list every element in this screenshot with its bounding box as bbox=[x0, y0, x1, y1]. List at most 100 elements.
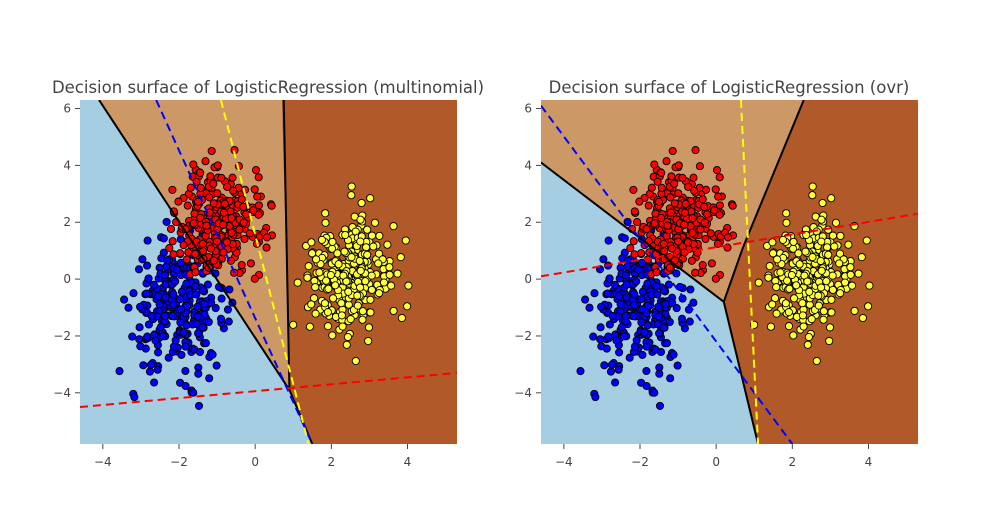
point-yellow bbox=[844, 240, 853, 249]
point-blue bbox=[640, 328, 649, 337]
point-yellow bbox=[331, 281, 340, 290]
point-yellow bbox=[865, 281, 874, 290]
point-yellow bbox=[835, 259, 844, 268]
point-red bbox=[262, 243, 271, 252]
point-red bbox=[701, 234, 710, 244]
point-yellow bbox=[790, 294, 799, 303]
point-blue bbox=[161, 293, 170, 302]
point-red bbox=[635, 197, 644, 206]
point-red bbox=[246, 259, 255, 268]
y-tick-label: 4 bbox=[524, 158, 532, 172]
point-red bbox=[213, 161, 222, 170]
point-blue bbox=[620, 332, 629, 341]
point-red bbox=[189, 219, 198, 228]
point-yellow bbox=[321, 218, 330, 227]
decision-boundary bbox=[282, 100, 291, 391]
point-blue bbox=[589, 332, 598, 341]
point-yellow bbox=[798, 311, 807, 320]
point-blue bbox=[591, 393, 600, 402]
decision-boundary bbox=[722, 247, 744, 303]
point-yellow bbox=[785, 284, 794, 293]
point-red bbox=[681, 199, 690, 208]
point-yellow bbox=[817, 215, 826, 224]
x-tick-label: −2 bbox=[170, 455, 188, 469]
point-blue bbox=[159, 234, 168, 243]
point-yellow bbox=[814, 301, 823, 310]
point-red bbox=[633, 218, 642, 227]
point-blue bbox=[650, 388, 659, 397]
point-yellow bbox=[364, 336, 373, 346]
point-blue bbox=[154, 348, 163, 357]
x-tick-label: −4 bbox=[94, 455, 112, 469]
point-yellow bbox=[311, 283, 320, 292]
point-red bbox=[262, 233, 272, 242]
point-red bbox=[698, 195, 707, 204]
point-red bbox=[182, 255, 191, 264]
point-blue bbox=[614, 292, 624, 301]
point-yellow bbox=[344, 287, 353, 296]
point-blue bbox=[151, 336, 160, 345]
point-yellow bbox=[304, 262, 313, 271]
plot-area bbox=[80, 100, 457, 444]
point-blue bbox=[659, 323, 668, 332]
point-blue bbox=[216, 314, 226, 323]
point-blue bbox=[597, 302, 606, 311]
point-yellow bbox=[385, 270, 394, 279]
point-red bbox=[250, 185, 259, 194]
y-tick-label: 2 bbox=[524, 215, 532, 229]
point-blue bbox=[201, 339, 210, 348]
point-yellow bbox=[317, 235, 327, 244]
point-yellow bbox=[827, 194, 836, 203]
point-red bbox=[670, 179, 679, 188]
point-red bbox=[674, 161, 683, 170]
point-red bbox=[267, 201, 276, 210]
point-yellow bbox=[323, 308, 332, 317]
point-red bbox=[668, 146, 677, 156]
x-tick-label: 4 bbox=[404, 455, 412, 469]
point-red bbox=[700, 218, 709, 227]
decision-boundary bbox=[741, 100, 805, 249]
x-tick-label: 2 bbox=[328, 455, 336, 469]
point-red bbox=[209, 256, 218, 265]
point-blue bbox=[677, 314, 687, 323]
point-yellow bbox=[375, 289, 384, 298]
point-yellow bbox=[804, 332, 813, 342]
point-red bbox=[217, 173, 226, 182]
point-yellow bbox=[311, 309, 320, 318]
point-blue bbox=[673, 361, 682, 370]
point-blue bbox=[182, 279, 191, 288]
point-red bbox=[168, 185, 177, 194]
point-yellow bbox=[831, 218, 841, 227]
point-red bbox=[168, 237, 177, 246]
point-red bbox=[240, 234, 249, 244]
point-red bbox=[644, 201, 653, 210]
point-red bbox=[698, 260, 707, 270]
point-blue bbox=[191, 282, 200, 291]
point-blue bbox=[665, 317, 674, 327]
point-blue bbox=[203, 280, 212, 289]
point-yellow bbox=[356, 266, 365, 275]
point-blue bbox=[623, 262, 632, 271]
point-yellow bbox=[787, 270, 796, 280]
point-yellow bbox=[818, 198, 827, 208]
point-red bbox=[179, 241, 188, 250]
point-yellow bbox=[789, 237, 798, 246]
point-yellow bbox=[766, 322, 775, 331]
point-blue bbox=[198, 286, 207, 295]
point-red bbox=[637, 249, 646, 258]
point-red bbox=[235, 225, 244, 234]
point-red bbox=[184, 248, 193, 257]
point-blue bbox=[193, 302, 202, 311]
point-red bbox=[213, 237, 222, 246]
point-yellow bbox=[808, 253, 817, 262]
point-blue bbox=[173, 265, 182, 274]
point-blue bbox=[608, 311, 617, 320]
point-red bbox=[706, 229, 715, 238]
point-red bbox=[630, 207, 639, 216]
point-red bbox=[237, 260, 246, 270]
point-yellow bbox=[293, 278, 302, 287]
hyperplane-line bbox=[80, 371, 457, 409]
point-yellow bbox=[320, 299, 329, 308]
point-yellow bbox=[795, 260, 804, 269]
point-yellow bbox=[305, 322, 314, 331]
